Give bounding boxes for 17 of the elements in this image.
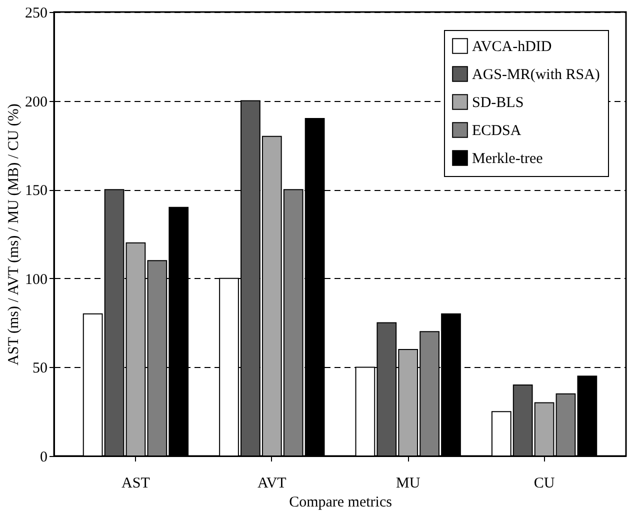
legend-label: AVCA-hDID <box>472 39 552 55</box>
y-tick-label: 200 <box>25 94 48 110</box>
legend-label: Merkle-tree <box>472 151 544 167</box>
y-tick-label: 100 <box>25 272 48 288</box>
y-axis-title: AST (ms) / AVT (ms) / MU (MB) / CU (%) <box>6 104 22 366</box>
x-tick-label: CU <box>534 476 555 492</box>
x-axis-title: Compare metrics <box>289 494 392 510</box>
x-tick-label: AST <box>122 476 150 492</box>
y-tick-label: 0 <box>40 450 48 466</box>
x-tick-label: AVT <box>257 476 286 492</box>
x-tick-label: MU <box>396 476 420 492</box>
y-tick-label: 50 <box>32 360 48 377</box>
legend-label: SD-BLS <box>472 95 524 111</box>
y-tick-label: 150 <box>25 183 48 200</box>
legend-label: ECDSA <box>472 123 522 139</box>
y-tick-label: 250 <box>25 6 48 22</box>
legend-label: AGS-MR(with RSA) <box>472 67 600 83</box>
